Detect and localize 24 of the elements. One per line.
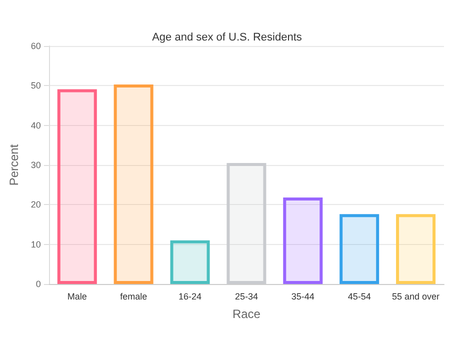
bar: [114, 84, 154, 284]
y-tick-label: 30: [30, 160, 41, 170]
bar: [283, 198, 323, 284]
y-axis-title: Percent: [7, 144, 21, 186]
bar: [170, 240, 210, 284]
y-tick-label: 40: [30, 120, 41, 130]
y-tick-label: 10: [30, 239, 41, 250]
bar: [340, 214, 380, 284]
x-tick-label: Male: [67, 292, 87, 302]
x-tick-label: 35-44: [291, 292, 314, 302]
y-tick-label: 60: [30, 41, 41, 51]
x-axis-title: Race: [232, 307, 261, 321]
y-tick-label: 50: [30, 80, 41, 91]
x-tick-label: 16-24: [178, 292, 202, 302]
bar: [57, 89, 97, 284]
x-tick-label: 45-54: [348, 292, 371, 302]
bar: [226, 163, 266, 284]
x-tick-label: 55 and over: [392, 292, 440, 302]
y-tick-label: 0: [36, 279, 41, 289]
x-tick-label: female: [120, 292, 148, 302]
chart-title: Age and sex of U.S. Residents: [152, 32, 302, 44]
y-tick-label: 20: [30, 200, 41, 210]
x-tick-label: 25-34: [234, 292, 258, 302]
bar: [396, 214, 436, 284]
